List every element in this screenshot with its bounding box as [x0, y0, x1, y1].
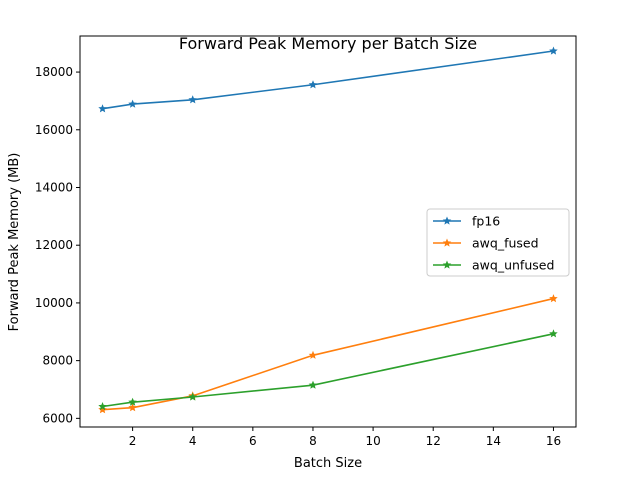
x-tick-label: 6: [249, 434, 257, 448]
data-point-awq_unfused: [128, 397, 137, 406]
data-point-fp16: [98, 104, 107, 113]
legend-marker-awq_fused: [442, 238, 452, 247]
plot-area: [98, 46, 558, 414]
y-axis-label: Forward Peak Memory (MB): [7, 153, 22, 332]
data-point-awq_unfused: [308, 380, 318, 389]
data-point-awq_unfused: [98, 402, 107, 411]
x-tick-label: 12: [426, 434, 441, 448]
data-point-awq_fused: [549, 294, 558, 303]
data-point-fp16: [549, 46, 558, 55]
data-point-awq_unfused: [188, 392, 197, 401]
legend-marker-awq_unfused: [442, 260, 452, 269]
legend-marker-fp16: [442, 216, 452, 225]
x-tick-label: 10: [365, 434, 380, 448]
y-tick-label: 8000: [42, 354, 73, 368]
x-tick-label: 2: [129, 434, 137, 448]
y-tick-label: 18000: [35, 65, 73, 79]
y-tick-label: 10000: [35, 296, 73, 310]
data-point-awq_unfused: [549, 329, 558, 338]
data-point-awq_fused: [308, 350, 318, 359]
x-tick-label: 14: [486, 434, 501, 448]
data-point-awq_fused: [128, 403, 137, 412]
chart-title: Forward Peak Memory per Batch Size: [179, 34, 477, 53]
data-point-fp16: [308, 80, 318, 89]
x-tick-label: 16: [546, 434, 561, 448]
series-line-awq_fused: [102, 297, 554, 411]
legend: fp16 awq_fused awq_unfused: [426, 208, 570, 277]
legend-label-awq_fused: awq_fused: [472, 236, 539, 251]
legend-label-awq_unfused: awq_unfused: [472, 258, 554, 273]
data-point-fp16: [188, 95, 197, 104]
series-line-awq_unfused: [102, 333, 554, 408]
legend-label-fp16: fp16: [472, 214, 500, 229]
y-tick-label: 6000: [42, 411, 73, 425]
legend-box: [426, 208, 570, 277]
y-tick-label: 12000: [35, 238, 73, 252]
data-point-awq_fused: [98, 405, 107, 414]
y-tick-label: 14000: [35, 180, 73, 194]
x-axis-label: Batch Size: [294, 456, 362, 471]
x-tick-label: 4: [189, 434, 197, 448]
series-line-fp16: [102, 50, 554, 110]
data-point-fp16: [128, 99, 137, 108]
x-tick-label: 8: [309, 434, 317, 448]
y-tick-label: 16000: [35, 123, 73, 137]
axes-frame: [79, 35, 577, 428]
